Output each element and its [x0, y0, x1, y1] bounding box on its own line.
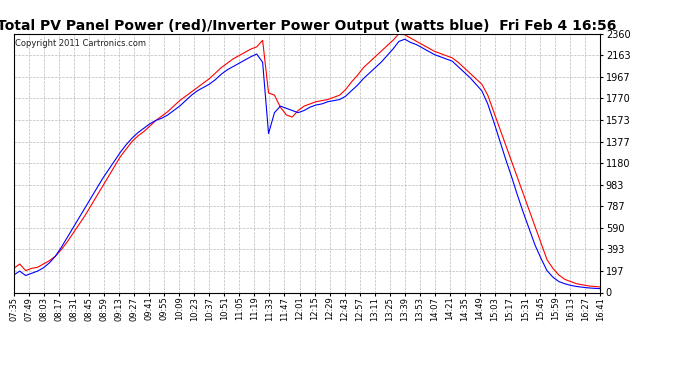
Text: Copyright 2011 Cartronics.com: Copyright 2011 Cartronics.com	[15, 39, 146, 48]
Title: Total PV Panel Power (red)/Inverter Power Output (watts blue)  Fri Feb 4 16:56: Total PV Panel Power (red)/Inverter Powe…	[0, 19, 617, 33]
